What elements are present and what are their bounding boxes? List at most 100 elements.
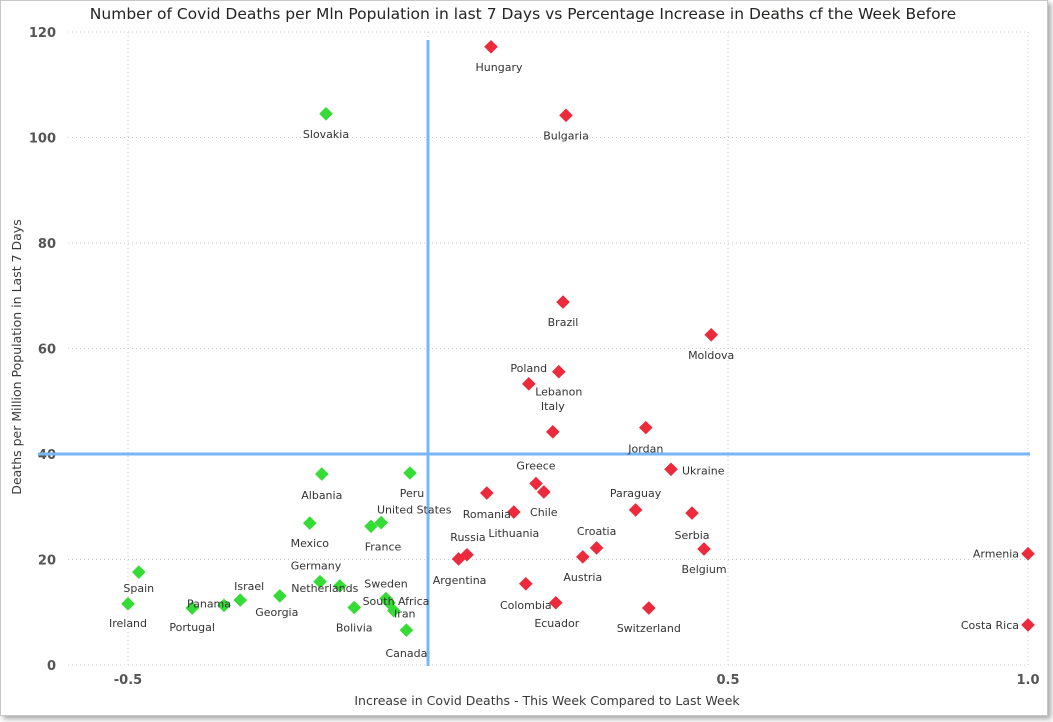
- point-peru[interactable]: [403, 466, 417, 480]
- point-label-poland: Poland: [510, 362, 547, 375]
- point-ukraine[interactable]: [664, 462, 678, 477]
- point-label-canada: Canada: [385, 647, 427, 660]
- point-ecuador[interactable]: [549, 595, 563, 610]
- y-axis-title: Deaths per Million Population in Last 7 …: [9, 219, 24, 494]
- point-label-costa-rica: Costa Rica: [961, 619, 1019, 632]
- point-label-italy: Italy: [541, 400, 565, 413]
- point-label-austria: Austria: [563, 571, 602, 584]
- axis-ticks: 020406080100120-0.50.51.0: [29, 26, 1040, 688]
- x-tick-label: 0.5: [716, 673, 739, 688]
- point-label-serbia: Serbia: [674, 529, 709, 542]
- x-axis-title: Increase in Covid Deaths - This Week Com…: [354, 693, 740, 708]
- point-bulgaria[interactable]: [559, 108, 573, 123]
- point-panama[interactable]: [217, 598, 231, 613]
- point-label-jordan: Jordan: [627, 443, 663, 456]
- chart-title: Number of Covid Deaths per Mln Populatio…: [90, 5, 956, 23]
- point-belgium[interactable]: [697, 542, 711, 556]
- point-greece[interactable]: [529, 476, 543, 491]
- point-lebanon[interactable]: [552, 364, 566, 379]
- point-label-argentina: Argentina: [433, 574, 487, 587]
- x-tick-label: -0.5: [114, 673, 142, 688]
- point-bolivia[interactable]: [347, 600, 361, 615]
- point-label-ecuador: Ecuador: [534, 617, 579, 630]
- y-tick-label: 120: [29, 26, 56, 41]
- point-label-armenia: Armenia: [973, 548, 1019, 561]
- point-georgia[interactable]: [273, 589, 287, 603]
- point-label-colombia: Colombia: [500, 599, 552, 612]
- point-brazil[interactable]: [556, 295, 570, 309]
- point-label-belgium: Belgium: [681, 563, 726, 576]
- point-label-hungary: Hungary: [476, 61, 523, 74]
- y-tick-label: 80: [38, 237, 56, 252]
- point-label-france: France: [365, 540, 402, 553]
- point-label-lithuania: Lithuania: [488, 527, 539, 540]
- point-label-bulgaria: Bulgaria: [543, 129, 589, 142]
- point-slovakia[interactable]: [319, 106, 333, 121]
- point-jordan[interactable]: [639, 420, 653, 435]
- point-chile[interactable]: [537, 485, 551, 499]
- point-label-moldova: Moldova: [688, 349, 734, 362]
- point-italy[interactable]: [546, 425, 560, 439]
- point-lithuania[interactable]: [507, 505, 521, 519]
- point-canada[interactable]: [399, 623, 414, 637]
- point-united-states[interactable]: [374, 515, 388, 530]
- y-tick-label: 60: [38, 343, 56, 358]
- point-label-brazil: Brazil: [548, 316, 579, 329]
- point-label-albania: Albania: [301, 489, 342, 502]
- point-label-romania: Romania: [463, 508, 511, 521]
- point-israel[interactable]: [233, 593, 247, 607]
- data-points: [121, 39, 1035, 637]
- point-label-paraguay: Paraguay: [610, 487, 662, 500]
- point-label-chile: Chile: [530, 506, 558, 519]
- point-switzerland[interactable]: [642, 601, 656, 615]
- point-romania[interactable]: [480, 486, 494, 500]
- point-label-lebanon: Lebanon: [535, 386, 582, 399]
- x-tick-label: 1.0: [1016, 673, 1039, 688]
- y-tick-label: 20: [38, 554, 56, 569]
- point-label-croatia: Croatia: [577, 525, 617, 538]
- grid: [68, 31, 1029, 666]
- point-paraguay[interactable]: [628, 503, 643, 517]
- point-albania[interactable]: [315, 467, 329, 481]
- point-label-panama: Panama: [187, 597, 231, 610]
- point-label-germany: Germany: [291, 560, 342, 573]
- point-label-slovakia: Slovakia: [303, 128, 349, 141]
- point-label-ireland: Ireland: [109, 617, 147, 630]
- point-iran[interactable]: [387, 603, 401, 618]
- point-france[interactable]: [364, 519, 378, 534]
- point-serbia[interactable]: [685, 506, 699, 520]
- point-moldova[interactable]: [704, 327, 718, 342]
- point-poland[interactable]: [522, 377, 536, 391]
- point-portugal[interactable]: [185, 601, 199, 615]
- point-netherlands[interactable]: [333, 579, 347, 593]
- point-germany[interactable]: [313, 574, 327, 589]
- point-label-south-africa: South Africa: [363, 595, 430, 608]
- point-argentina[interactable]: [451, 552, 466, 566]
- point-austria[interactable]: [576, 550, 590, 564]
- point-label-bolivia: Bolivia: [336, 622, 373, 635]
- point-armenia[interactable]: [1021, 546, 1035, 561]
- point-south-africa[interactable]: [382, 595, 396, 610]
- point-label-ukraine: Ukraine: [682, 464, 725, 477]
- point-mexico[interactable]: [303, 516, 317, 530]
- point-label-peru: Peru: [400, 487, 425, 500]
- point-label-sweden: Sweden: [364, 578, 407, 591]
- point-spain[interactable]: [132, 565, 146, 579]
- y-tick-label: 0: [47, 659, 56, 674]
- point-hungary[interactable]: [484, 39, 498, 54]
- point-label-georgia: Georgia: [255, 606, 298, 619]
- point-costa-rica[interactable]: [1021, 618, 1035, 632]
- y-tick-label: 100: [29, 132, 56, 147]
- point-label-netherlands: Netherlands: [291, 582, 358, 595]
- point-ireland[interactable]: [121, 597, 135, 611]
- point-label-greece: Greece: [516, 460, 555, 473]
- point-colombia[interactable]: [519, 576, 533, 591]
- point-label-iran: Iran: [394, 608, 416, 621]
- point-label-portugal: Portugal: [169, 621, 215, 634]
- point-label-mexico: Mexico: [291, 537, 330, 550]
- point-croatia[interactable]: [589, 541, 604, 555]
- point-labels: Hungary Slovakia Bulgaria Brazil Moldova Pola…: [109, 61, 1019, 660]
- point-label-switzerland: Switzerland: [617, 622, 681, 635]
